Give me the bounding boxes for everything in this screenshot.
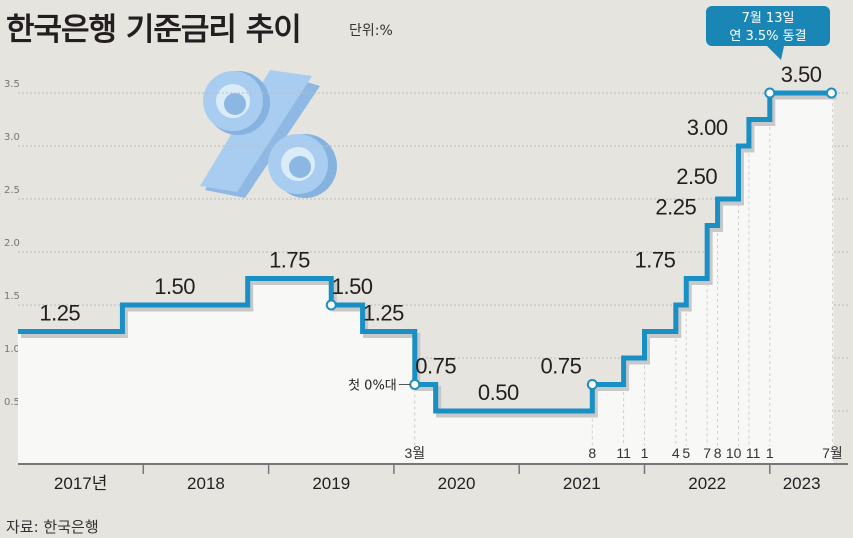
unit-label: 단위:% (349, 23, 393, 39)
year-label: 2021 (563, 474, 601, 493)
value-label: 0.75 (415, 354, 456, 379)
data-point-marker (825, 87, 837, 99)
callout-line-2: 연 3.5% 동결 (729, 29, 806, 44)
data-point-marker (586, 379, 598, 390)
month-label: 4 (672, 445, 680, 461)
value-label: 2.50 (676, 164, 717, 189)
source-label: 자료: 한국은행 (6, 518, 99, 536)
month-label: 8 (588, 445, 596, 461)
month-label: 7월 (822, 445, 843, 461)
y-tick-label: 1.5 (4, 291, 20, 302)
value-label: 3.00 (687, 115, 728, 140)
year-label: 2018 (187, 474, 225, 493)
month-label: 11 (746, 445, 761, 461)
year-label: 2019 (312, 474, 350, 493)
value-label: 3.50 (781, 62, 822, 87)
y-tick-label: 0.5 (4, 397, 20, 408)
plot-area-fill (18, 93, 834, 464)
value-label: 1.75 (269, 248, 310, 273)
value-label: 0.50 (478, 380, 519, 405)
callout-line-1: 7월 13일 (742, 11, 795, 26)
value-label: 1.75 (635, 248, 676, 273)
month-label: 7 (703, 445, 711, 461)
chart-title: 한국은행 기준금리 추이 (6, 12, 302, 48)
y-tick-label: 2.0 (4, 238, 20, 249)
year-label: 2020 (438, 474, 476, 493)
value-label: 1.50 (154, 274, 195, 299)
callout-box (706, 6, 830, 60)
month-label: 1 (766, 445, 774, 461)
month-label: 5 (682, 445, 690, 461)
data-point-marker (764, 87, 776, 99)
value-label: 0.75 (541, 354, 582, 379)
value-label: 2.25 (655, 195, 696, 220)
annotation-first-zero: 첫 0%대 (348, 379, 397, 394)
y-tick-label: 3.5 (4, 79, 20, 90)
value-label: 1.25 (363, 301, 404, 326)
series-line (18, 90, 834, 414)
month-label: 11 (616, 445, 631, 461)
data-point-marker (325, 299, 337, 311)
value-label: 1.25 (39, 301, 80, 326)
year-label: 2023 (783, 474, 821, 493)
year-label: 2022 (688, 474, 726, 493)
y-tick-label: 3.0 (4, 132, 20, 143)
month-label: 10 (726, 445, 742, 461)
year-label: 2017년 (54, 474, 107, 493)
month-label: 1 (641, 445, 649, 461)
percent-3d-icon (200, 70, 337, 198)
value-label: 1.50 (332, 274, 373, 299)
series-shadow (21, 94, 837, 418)
y-tick-label: 2.5 (4, 185, 20, 196)
y-tick-label: 1.0 (4, 344, 20, 355)
month-label: 3월 (404, 445, 425, 461)
data-point-marker (409, 379, 421, 390)
month-label: 8 (714, 445, 722, 461)
